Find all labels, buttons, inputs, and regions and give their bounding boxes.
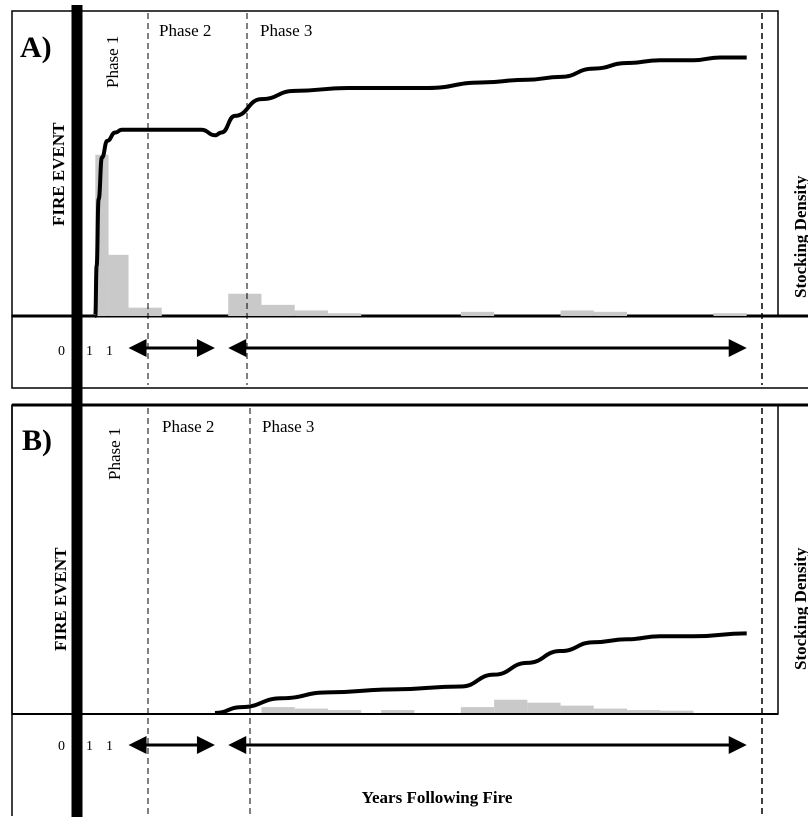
bar xyxy=(560,705,594,713)
panel-a-label: A) xyxy=(20,31,52,64)
panel-a-tick-label: 1 xyxy=(86,344,93,359)
bar xyxy=(527,702,561,713)
bar xyxy=(228,293,262,316)
arrow-head xyxy=(228,736,247,754)
panel-a-tick-label: 1 xyxy=(106,344,113,359)
panel-a-fire-event-label: FIRE EVENT xyxy=(49,122,68,226)
panel-b-fire-event-label: FIRE EVENT xyxy=(51,547,70,651)
panel-b-plot-frame xyxy=(11,404,779,715)
panel-b-bars xyxy=(261,699,694,713)
panel-a-axis-strip xyxy=(11,315,808,389)
arrow-head xyxy=(196,736,215,754)
bar xyxy=(713,313,747,316)
arrow-head xyxy=(196,339,215,357)
bar xyxy=(381,710,415,713)
panel-b: B) Phase 1 Phase 2 Phase 3 FIRE EVENT St… xyxy=(11,403,808,816)
panel-a-phase-1-label: Phase 1 xyxy=(103,36,122,88)
panel-a-bars xyxy=(95,154,747,316)
arrow-head xyxy=(728,736,747,754)
panel-a-tick-label: 0 xyxy=(58,344,65,359)
panel-b-phase-arrows xyxy=(128,736,747,754)
panel-b-tick-label: 1 xyxy=(86,739,93,754)
bar xyxy=(327,710,362,713)
bar xyxy=(294,310,328,316)
panel-a: A) Phase 1 Phase 2 Phase 3 FIRE EVENT St… xyxy=(11,10,808,389)
bar xyxy=(261,707,295,713)
panel-a-phase-3-label: Phase 3 xyxy=(260,21,312,40)
arrow-head xyxy=(128,736,147,754)
arrow-head xyxy=(128,339,147,357)
panel-b-tick-label: 0 xyxy=(58,739,65,754)
bar xyxy=(460,707,495,713)
panel-a-phase-2-label: Phase 2 xyxy=(159,21,211,40)
panel-b-phase-1-label: Phase 1 xyxy=(105,428,124,480)
bar xyxy=(660,710,694,713)
panel-b-tick-label: 1 xyxy=(106,739,113,754)
panel-a-series-line xyxy=(93,55,747,318)
panel-b-label: B) xyxy=(22,424,52,457)
bar xyxy=(494,699,528,713)
panel-b-y-axis-label: Stocking Density xyxy=(791,547,808,670)
bar xyxy=(593,708,628,713)
bar xyxy=(108,254,129,316)
panel-b-phase-2-label: Phase 2 xyxy=(162,417,214,436)
arrow-head xyxy=(228,339,247,357)
bar xyxy=(593,311,628,316)
panel-a-phase-arrows xyxy=(128,339,747,357)
panel-b-series-line xyxy=(214,631,747,715)
bar xyxy=(294,708,328,713)
panel-b-phase-3-label: Phase 3 xyxy=(262,417,314,436)
x-axis-label: Years Following Fire xyxy=(362,788,513,807)
arrow-head xyxy=(728,339,747,357)
bar xyxy=(560,310,594,316)
bar xyxy=(627,710,661,713)
bar xyxy=(327,313,362,316)
bar xyxy=(460,311,495,316)
bar xyxy=(261,304,295,316)
panel-a-y-axis-label: Stocking Density xyxy=(791,175,808,298)
bar xyxy=(128,307,162,316)
